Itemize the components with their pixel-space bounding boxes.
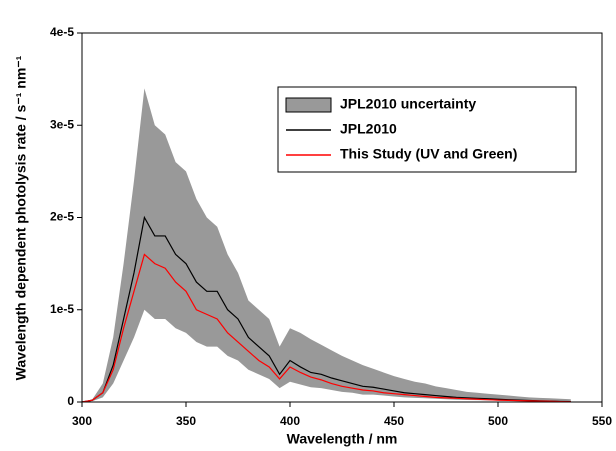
series-line bbox=[81, 215, 571, 403]
series-line bbox=[81, 253, 571, 403]
x-tick-label: 400 bbox=[280, 414, 300, 428]
x-tick-label: 450 bbox=[384, 414, 404, 428]
x-tick-label: 300 bbox=[72, 414, 92, 428]
y-tick-label: 0 bbox=[67, 394, 74, 408]
uncertainty-band bbox=[82, 88, 571, 402]
x-tick-label: 550 bbox=[592, 414, 612, 428]
y-tick-label: 2e-5 bbox=[50, 210, 74, 224]
x-axis-title: Wavelength / nm bbox=[287, 431, 398, 447]
legend-label: This Study (UV and Green) bbox=[340, 146, 517, 162]
x-tick-label: 350 bbox=[176, 414, 196, 428]
legend-swatch bbox=[285, 97, 332, 113]
legend-label: JPL2010 bbox=[340, 121, 397, 137]
y-tick-label: 1e-5 bbox=[50, 302, 74, 316]
legend-label: JPL2010 uncertainty bbox=[340, 96, 476, 112]
y-tick-label: 3e-5 bbox=[50, 117, 74, 131]
y-axis-title: Wavelength dependent photolysis rate / s… bbox=[13, 55, 29, 380]
y-tick-label: 4e-5 bbox=[50, 25, 74, 39]
x-tick-label: 500 bbox=[488, 414, 508, 428]
